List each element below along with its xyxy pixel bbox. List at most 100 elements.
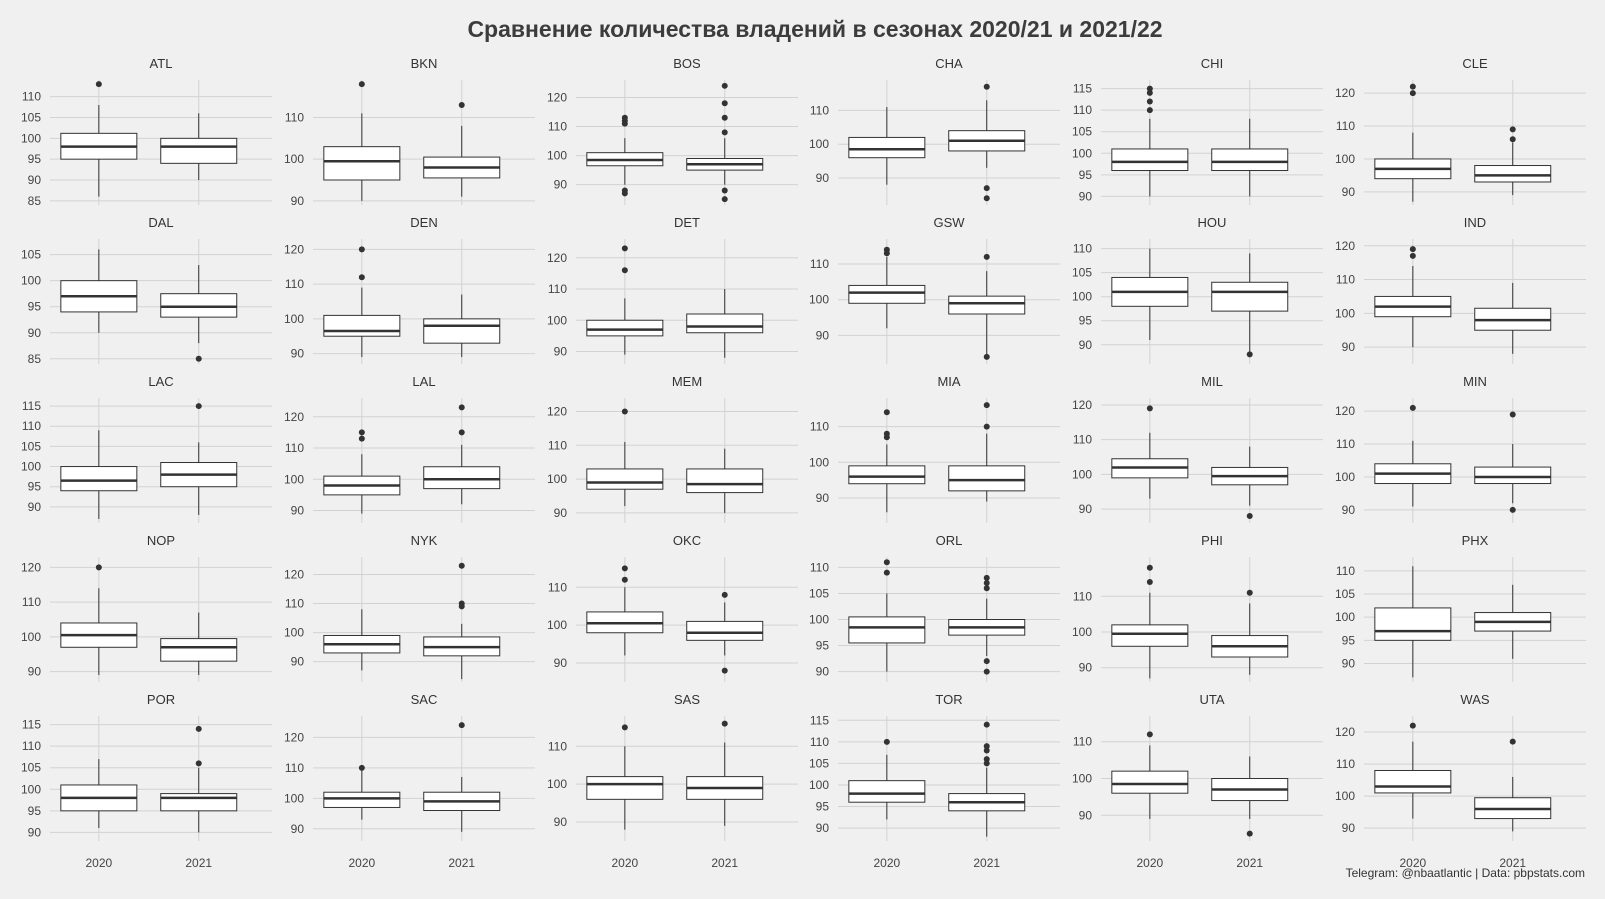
y-tick-label: 110 [548, 739, 567, 753]
box-2021 [1211, 118, 1289, 197]
iqr-box [848, 780, 926, 803]
iqr-box [1374, 769, 1452, 794]
outlier-point [983, 423, 990, 430]
y-tick-label: 90 [1342, 185, 1356, 199]
box-2020 [848, 107, 926, 185]
facet-panel-mem: MEM 90 100 110 120 [547, 374, 798, 523]
outlier-point [883, 430, 890, 437]
facet-panel-bos: BOS 90 100 110 120 [547, 56, 798, 205]
panel-title: IND [1464, 215, 1486, 230]
facet-panel-orl: ORL 90 95 100 105 110 [809, 533, 1060, 682]
y-tick-label: 120 [547, 90, 567, 104]
box-2020 [586, 408, 664, 507]
y-tick-label: 100 [284, 152, 304, 166]
y-tick-label: 90 [554, 815, 568, 829]
y-tick-label: 120 [284, 567, 304, 581]
y-tick-label: 105 [21, 248, 41, 262]
box-2021 [160, 725, 238, 833]
outlier-point [1246, 513, 1253, 520]
outlier-point [721, 82, 728, 89]
box-2021 [686, 289, 764, 358]
y-tick-label: 95 [816, 639, 830, 653]
iqr-box [686, 468, 764, 494]
y-tick-label: 110 [810, 560, 829, 574]
box-2020 [586, 565, 664, 656]
outlier-point [621, 576, 628, 583]
outlier-point [1146, 564, 1153, 571]
y-tick-label: 110 [22, 419, 41, 433]
facet-panel-lal: LAL 90 100 110 120 [284, 374, 535, 523]
box-2021 [686, 82, 764, 203]
facet-panel-por: POR 90 95 100 105 110 115 2020 2021 [21, 692, 272, 870]
facet-panel-det: DET 90 100 110 120 [547, 215, 798, 364]
y-tick-label: 90 [28, 500, 42, 514]
iqr-box [323, 791, 401, 808]
y-tick-label: 115 [22, 399, 41, 413]
y-tick-label: 110 [1336, 119, 1355, 133]
box-2020 [848, 409, 926, 513]
y-tick-label: 100 [284, 626, 304, 640]
panel-title: GSW [933, 215, 965, 230]
box-2021 [160, 403, 238, 515]
box-2021 [423, 722, 501, 832]
y-tick-label: 100 [284, 791, 304, 805]
box-2020 [60, 564, 138, 676]
y-tick-label: 100 [21, 274, 41, 288]
panel-title: BOS [673, 56, 701, 71]
y-tick-label: 100 [809, 293, 829, 307]
x-tick-label: 2020 [1399, 856, 1426, 870]
panel-title: DAL [148, 215, 173, 230]
y-tick-label: 105 [809, 756, 829, 770]
y-tick-label: 105 [1072, 266, 1092, 280]
box-2020 [323, 246, 401, 358]
y-tick-label: 90 [1342, 340, 1356, 354]
y-tick-label: 100 [1072, 772, 1092, 786]
y-tick-label: 110 [1336, 757, 1355, 771]
y-tick-label: 110 [285, 277, 304, 291]
outlier-point [458, 102, 465, 108]
box-2020 [60, 430, 138, 519]
panel-title: PHI [1201, 533, 1223, 548]
box-2021 [1474, 584, 1552, 659]
y-tick-label: 110 [548, 282, 567, 296]
y-tick-label: 110 [1073, 433, 1092, 447]
outlier-point [983, 580, 990, 587]
facet-panel-atl: ATL 85 90 95 100 105 110 [21, 56, 272, 208]
box-2020 [1111, 85, 1189, 197]
y-tick-label: 110 [22, 90, 41, 104]
facet-panel-gsw: GSW 90 100 110 [809, 215, 1060, 364]
iqr-box [848, 136, 926, 159]
box-2021 [423, 102, 501, 197]
y-tick-label: 100 [1072, 290, 1092, 304]
y-tick-label: 90 [28, 173, 42, 187]
outlier-point [1409, 404, 1416, 411]
panel-title: MIA [937, 374, 960, 389]
facet-panel-ind: IND 90 100 110 120 [1335, 215, 1586, 364]
iqr-box [948, 295, 1026, 315]
y-tick-label: 100 [547, 313, 567, 327]
y-tick-label: 100 [21, 131, 41, 145]
y-tick-label: 90 [28, 326, 42, 340]
box-2021 [948, 574, 1026, 675]
y-tick-label: 90 [1079, 502, 1093, 516]
panel-title: ATL [150, 56, 173, 71]
box-2021 [948, 721, 1026, 837]
panel-title: CLE [1462, 56, 1488, 71]
iqr-box [160, 793, 238, 812]
box-2020 [848, 559, 926, 672]
outlier-point [1509, 738, 1516, 745]
iqr-box [848, 284, 926, 304]
y-tick-label: 90 [554, 178, 568, 192]
y-tick-label: 110 [285, 111, 304, 125]
x-tick-label: 2021 [185, 856, 212, 870]
outlier-point [1509, 506, 1516, 513]
facet-panel-cle: CLE 90 100 110 120 [1335, 56, 1586, 205]
y-tick-label: 90 [291, 194, 305, 208]
y-tick-label: 90 [291, 347, 305, 361]
box-2020 [1374, 722, 1452, 819]
y-tick-label: 110 [1073, 242, 1092, 256]
facet-panel-mil: MIL 90 100 110 120 [1072, 374, 1323, 523]
outlier-point [358, 429, 365, 436]
y-tick-label: 90 [816, 328, 830, 342]
iqr-box [160, 137, 238, 164]
